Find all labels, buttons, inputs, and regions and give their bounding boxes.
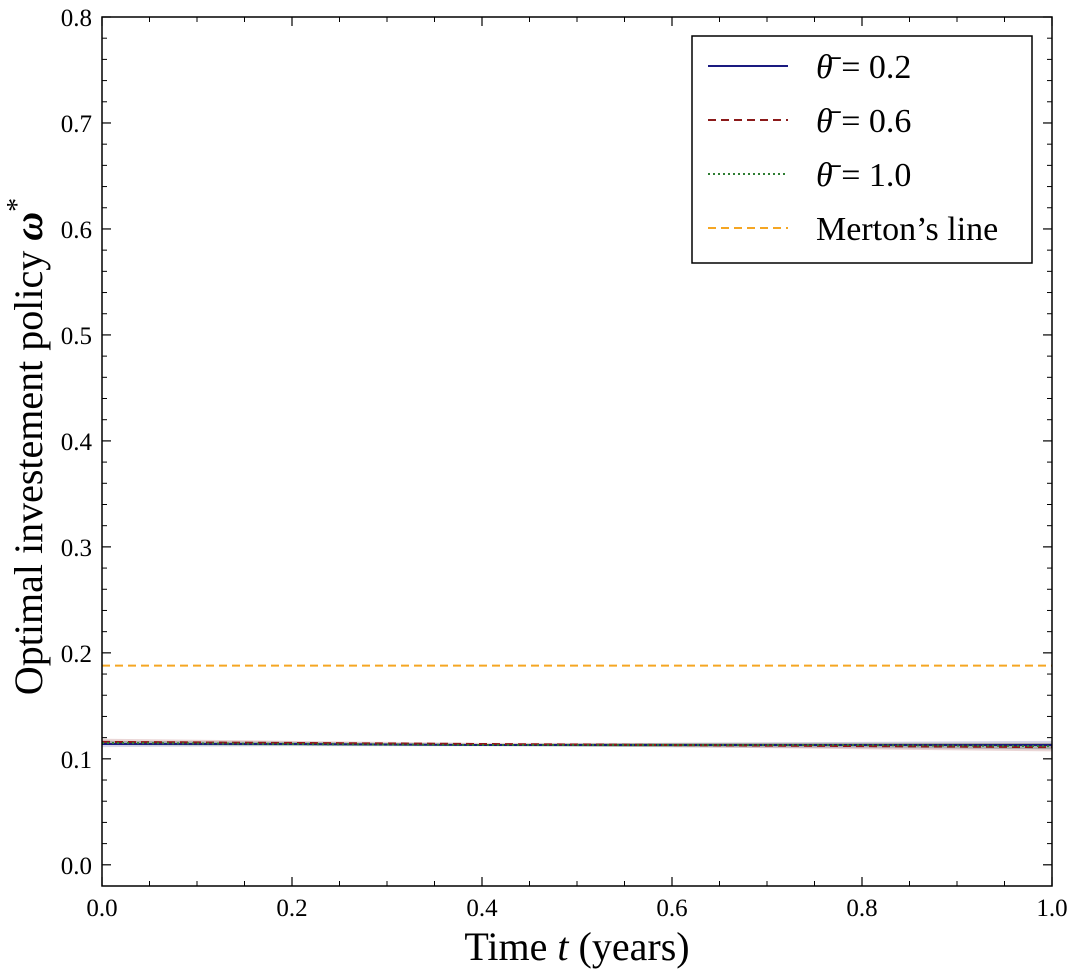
axis-ticks bbox=[101, 16, 1053, 887]
y-tick-label: 0.3 bbox=[61, 535, 92, 562]
x-tick-label: 1.0 bbox=[1036, 895, 1067, 922]
x-tick-label: 0.6 bbox=[656, 895, 687, 922]
tick-labels: 0.0 0.2 0.4 0.6 0.8 1.0 0.0 0.1 0.2 0.3 0.4 0.5 0.6 0… bbox=[61, 5, 1068, 922]
y-tick-label: 0.2 bbox=[61, 641, 92, 668]
legend-label: θ̄ = 1.0 bbox=[816, 157, 911, 194]
y-tick-label: 0.6 bbox=[61, 217, 92, 244]
x-axis-title: Time t (years) bbox=[464, 924, 689, 969]
plot-frame bbox=[101, 16, 1053, 887]
y-tick-label: 0.1 bbox=[61, 747, 92, 774]
x-tick-label: 0.0 bbox=[86, 895, 117, 922]
x-tick-label: 0.2 bbox=[276, 895, 307, 922]
legend-label: θ̄ = 0.2 bbox=[816, 49, 911, 86]
legend-label: Merton’s line bbox=[816, 211, 998, 248]
y-tick-label: 0.0 bbox=[61, 853, 92, 880]
y-tick-label: 0.8 bbox=[61, 5, 92, 32]
series-lines bbox=[101, 664, 1053, 749]
x-tick-label: 0.8 bbox=[846, 895, 877, 922]
legend-label: θ̄ = 0.6 bbox=[816, 103, 911, 140]
y-tick-label: 0.7 bbox=[61, 111, 92, 138]
y-tick-label: 0.4 bbox=[61, 429, 93, 456]
legend: θ̄ = 0.2 θ̄ = 0.6 θ̄ = 1.0 Merton’s line bbox=[691, 35, 1033, 264]
x-tick-label: 0.4 bbox=[466, 895, 498, 922]
y-axis-title: Optimal investement policy ω* bbox=[2, 198, 51, 695]
y-tick-label: 0.5 bbox=[61, 323, 92, 350]
series-line bbox=[101, 741, 1053, 748]
legend-box bbox=[691, 35, 1033, 264]
